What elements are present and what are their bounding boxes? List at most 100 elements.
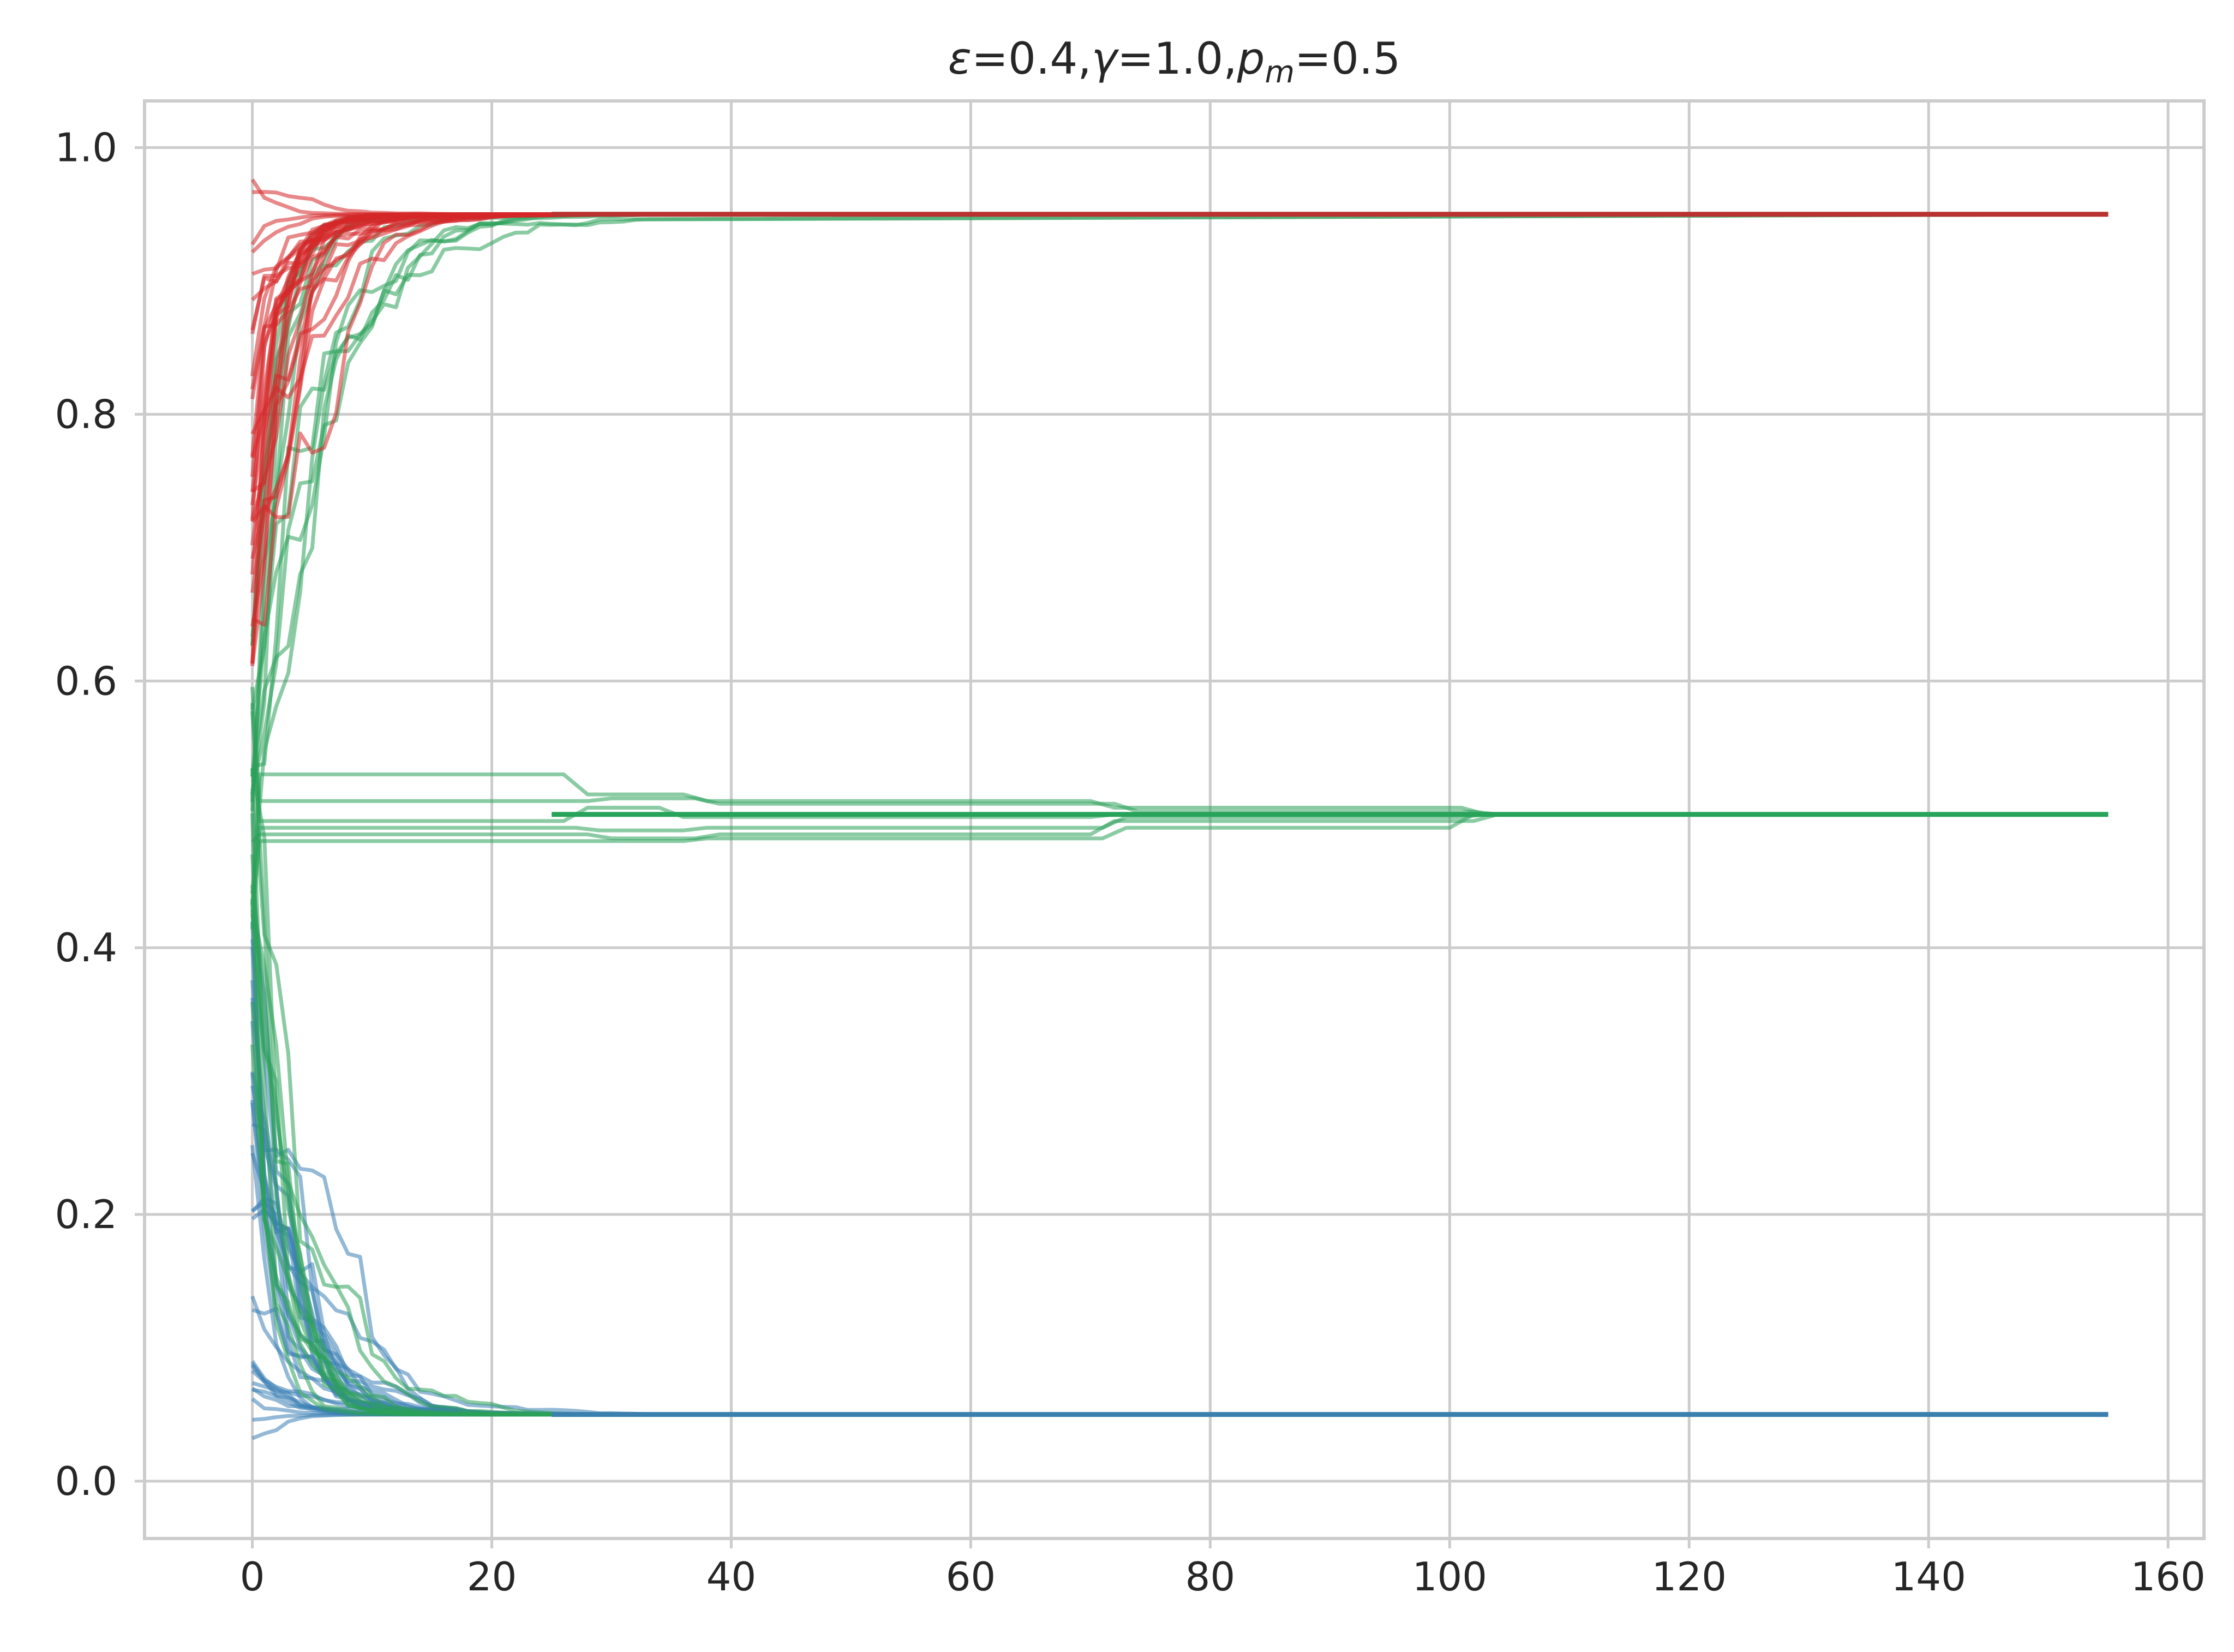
x-tick-label: 100 xyxy=(1412,1554,1487,1600)
series-line-red xyxy=(250,212,2109,523)
series-line-red xyxy=(252,190,2109,217)
series-line-green xyxy=(250,212,2109,710)
series-line-blue xyxy=(250,947,2109,1417)
series-line-blue xyxy=(250,1364,2109,1417)
series-line-red xyxy=(250,212,2109,667)
series-line-blue xyxy=(250,1021,2109,1417)
series-line-green-plateau xyxy=(250,812,2109,930)
series-line-blue xyxy=(250,939,2109,1417)
series-line-green xyxy=(250,212,2109,794)
x-tick-label: 0 xyxy=(240,1554,265,1600)
chart-title: ε=0.4,γ=1.0,pm=0.5 xyxy=(948,33,1401,90)
series-line-green-plateau xyxy=(250,703,2109,823)
title-p-subscript: m xyxy=(1265,55,1295,90)
x-tick-label: 40 xyxy=(706,1554,757,1600)
series-line-red xyxy=(251,212,2109,302)
series-line-blue xyxy=(250,980,2109,1417)
series-line-green xyxy=(250,813,2109,1417)
series-line-red xyxy=(250,212,2109,459)
series-line-red xyxy=(250,212,2109,477)
series-line-green xyxy=(250,768,2109,1417)
title-p: p xyxy=(1237,33,1265,84)
y-tick-label: 0.4 xyxy=(55,925,117,971)
series-line-blue xyxy=(250,1152,2109,1417)
series-line-red xyxy=(250,212,2109,520)
series-line-green xyxy=(250,212,2109,803)
series-line-red xyxy=(250,212,2109,521)
series-line-blue xyxy=(251,1307,2109,1417)
x-tick-label: 20 xyxy=(467,1554,517,1600)
series-line-green xyxy=(250,212,2109,792)
series-line-blue xyxy=(250,1085,2109,1417)
series-line-blue xyxy=(251,1412,2109,1440)
series-line-red xyxy=(250,178,2109,217)
series-line-green xyxy=(250,1002,2109,1417)
series-line-red xyxy=(250,212,2109,506)
series-line-blue xyxy=(251,1369,2109,1417)
series-lines xyxy=(250,178,2109,1440)
series-line-red xyxy=(250,212,2109,559)
series-line-blue xyxy=(250,1073,2109,1417)
title-p-value: =0.5 xyxy=(1295,33,1400,84)
series-line-green xyxy=(250,212,2109,894)
series-line-red xyxy=(250,212,2109,493)
series-line-blue xyxy=(250,914,2109,1417)
title-gamma: γ xyxy=(1092,33,1119,84)
series-line-blue xyxy=(250,1362,2109,1417)
series-line-red xyxy=(250,212,2109,390)
x-tick-label: 60 xyxy=(946,1554,996,1600)
series-line-green xyxy=(250,212,2109,646)
series-line-blue xyxy=(250,1102,2109,1417)
x-tick-label: 140 xyxy=(1891,1554,1966,1600)
series-line-green xyxy=(250,906,2109,1417)
series-line-red xyxy=(250,212,2109,400)
series-line-red xyxy=(250,212,2109,663)
y-axis-ticks: 0.0 0.2 0.4 0.6 0.8 1.0 xyxy=(55,125,145,1504)
series-line-red xyxy=(250,212,2109,665)
x-tick-label: 120 xyxy=(1652,1554,1727,1600)
series-line-blue xyxy=(251,1122,2109,1417)
title-gamma-value: =1.0, xyxy=(1117,33,1237,84)
y-tick-label: 0.6 xyxy=(55,658,117,704)
y-tick-label: 1.0 xyxy=(55,125,117,171)
series-line-green-plateau xyxy=(250,686,2109,817)
series-line-green xyxy=(250,909,2109,1417)
y-tick-label: 0.2 xyxy=(55,1192,117,1237)
x-tick-label: 160 xyxy=(2130,1554,2205,1600)
x-axis-ticks: 0 20 40 60 80 100 120 140 160 xyxy=(240,1539,2206,1600)
series-line-green xyxy=(251,212,2109,769)
series-line-red xyxy=(250,212,2109,627)
series-line-blue xyxy=(250,1145,2109,1417)
x-tick-label: 80 xyxy=(1185,1554,1236,1600)
series-line-green xyxy=(250,212,2109,647)
series-line-red xyxy=(250,212,2109,377)
series-line-red xyxy=(251,212,2109,627)
series-line-blue xyxy=(251,1208,2109,1417)
series-line-green xyxy=(250,212,2109,811)
series-line-blue xyxy=(251,1200,2109,1417)
plot-frame xyxy=(143,99,2206,1540)
series-line-red xyxy=(251,212,2109,493)
series-line-green xyxy=(250,212,2109,777)
title-epsilon-value: =0.4, xyxy=(972,33,1092,84)
series-line-green xyxy=(250,212,2109,637)
series-line-blue xyxy=(250,1295,2109,1417)
title-epsilon: ε xyxy=(948,33,972,84)
series-line-green xyxy=(250,212,2109,777)
series-line-blue xyxy=(250,1099,2109,1417)
series-line-green-plateau xyxy=(250,812,2109,843)
series-line-blue xyxy=(250,1360,2109,1417)
series-line-green xyxy=(250,792,2109,1417)
series-line-green xyxy=(250,768,2109,1417)
series-line-green xyxy=(250,899,2109,1417)
series-line-blue xyxy=(250,921,2109,1417)
series-line-red xyxy=(250,212,2109,457)
series-line-green-plateau xyxy=(250,812,2109,907)
series-line-red xyxy=(250,212,2109,593)
series-line-red xyxy=(250,212,2109,575)
series-line-red xyxy=(250,212,2109,546)
y-tick-label: 0.0 xyxy=(55,1458,117,1504)
series-line-blue xyxy=(250,1071,2109,1417)
series-line-green xyxy=(250,1044,2109,1417)
